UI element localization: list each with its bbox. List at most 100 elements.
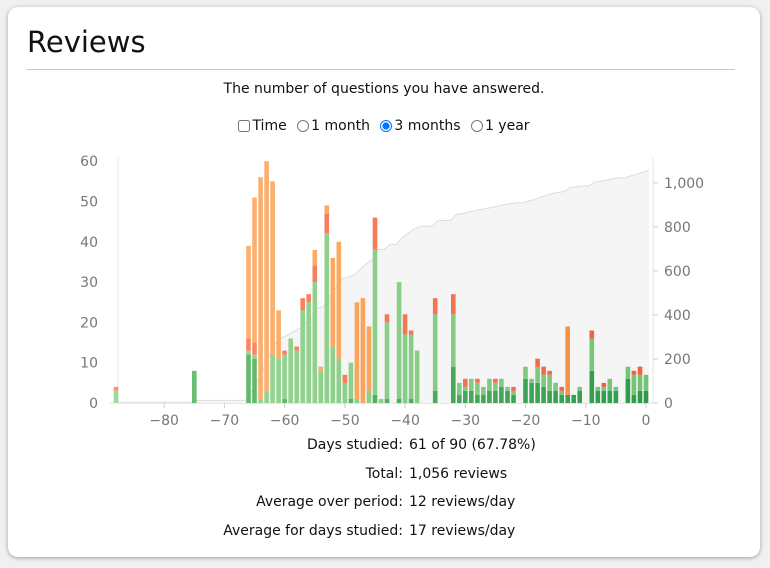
bar-relearn bbox=[384, 314, 390, 323]
bar-young bbox=[342, 382, 348, 403]
bar-mature bbox=[493, 390, 498, 403]
x-tick-label: 0 bbox=[642, 413, 651, 429]
range-radio[interactable] bbox=[380, 120, 393, 132]
range-label: 1 year bbox=[484, 118, 530, 134]
y-right-tick-label: 800 bbox=[664, 220, 691, 236]
time-checkbox[interactable] bbox=[238, 120, 251, 132]
bar-young bbox=[384, 322, 390, 399]
bar-young bbox=[294, 350, 299, 403]
bar-learn bbox=[324, 205, 330, 214]
bar-relearn bbox=[493, 378, 498, 383]
bar-young bbox=[463, 386, 468, 391]
bar-young bbox=[282, 354, 287, 399]
bar-young bbox=[336, 358, 342, 403]
bar-young bbox=[487, 378, 492, 391]
bar-young bbox=[469, 378, 474, 391]
bar-mature bbox=[372, 394, 378, 403]
bar-relearn bbox=[408, 330, 414, 335]
bar-young bbox=[372, 249, 378, 395]
bar-relearn bbox=[246, 338, 251, 351]
bar-relearn bbox=[300, 298, 305, 311]
range-radio[interactable] bbox=[470, 120, 483, 132]
bar-mature bbox=[523, 378, 528, 403]
x-tick-label: −10 bbox=[571, 413, 601, 429]
bar-young bbox=[246, 350, 251, 355]
bar-young bbox=[577, 386, 582, 391]
bar-young bbox=[493, 382, 498, 391]
bar-mature bbox=[505, 390, 510, 403]
bar-mature bbox=[625, 378, 631, 403]
stat-label: Average over period: bbox=[256, 494, 403, 510]
bar-young bbox=[324, 233, 330, 403]
bar-relearn bbox=[637, 366, 643, 375]
bar-young bbox=[625, 366, 631, 379]
bar-mature bbox=[535, 382, 540, 403]
bar-learn bbox=[276, 310, 281, 359]
x-tick-label: −40 bbox=[390, 413, 420, 429]
range-3-months[interactable]: 3 months bbox=[380, 118, 461, 134]
bar-relearn bbox=[402, 314, 408, 335]
bar-relearn bbox=[541, 366, 546, 375]
bar-relearn bbox=[282, 350, 287, 355]
bar-mature bbox=[246, 354, 251, 403]
bar-mature bbox=[463, 390, 468, 403]
bar-young bbox=[258, 399, 263, 403]
bar-learn bbox=[336, 241, 342, 359]
bar-mature bbox=[547, 390, 552, 403]
bar-young bbox=[252, 354, 257, 359]
bar-relearn bbox=[113, 386, 119, 391]
y-left-tick-label: 50 bbox=[80, 195, 98, 211]
bar-mature bbox=[432, 390, 438, 403]
bar-young bbox=[475, 382, 480, 395]
bar-relearn bbox=[306, 294, 311, 303]
bar-relearn bbox=[432, 298, 438, 315]
bar-young bbox=[457, 382, 462, 395]
y-right-tick-label: 400 bbox=[664, 308, 691, 324]
bar-relearn bbox=[547, 370, 552, 375]
chart-subtitle: The number of questions you have answere… bbox=[223, 81, 545, 97]
bar-mature bbox=[487, 390, 492, 403]
time-toggle[interactable]: Time bbox=[238, 118, 287, 134]
bar-mature bbox=[348, 399, 354, 403]
bar-mature bbox=[553, 390, 558, 403]
range-radio[interactable] bbox=[297, 120, 310, 132]
range-1-year[interactable]: 1 year bbox=[470, 118, 530, 134]
range-label: 1 month bbox=[311, 118, 370, 134]
y-left-tick-label: 60 bbox=[80, 154, 98, 170]
bar-mature bbox=[192, 370, 197, 403]
bar-mature bbox=[589, 370, 595, 403]
bar-young bbox=[559, 390, 564, 395]
title-divider bbox=[27, 69, 735, 70]
bar-relearn bbox=[511, 386, 516, 391]
y-left-tick-label: 40 bbox=[80, 235, 98, 251]
stat-row: Average for days studied: 17 reviews/day bbox=[8, 523, 760, 552]
bar-mature bbox=[529, 382, 534, 403]
bar-relearn bbox=[601, 382, 607, 387]
bar-young bbox=[451, 314, 456, 367]
bar-young bbox=[505, 386, 510, 391]
bar-learn bbox=[354, 302, 360, 399]
bar-relearn bbox=[372, 217, 378, 250]
bar-relearn bbox=[559, 386, 564, 391]
bar-young bbox=[378, 399, 384, 403]
bar-young bbox=[276, 358, 281, 403]
bar-young bbox=[643, 374, 649, 391]
y-left-tick-label: 20 bbox=[80, 315, 98, 331]
stats-table: Days studied: 61 of 90 (67.78%) Total: 1,0… bbox=[8, 437, 760, 551]
bar-mature bbox=[631, 394, 637, 403]
y-right-tick-label: 0 bbox=[664, 396, 673, 412]
bar-mature bbox=[565, 394, 570, 403]
bar-young bbox=[288, 338, 293, 403]
range-1-month[interactable]: 1 month bbox=[297, 118, 370, 134]
bar-young bbox=[354, 399, 360, 403]
bar-relearn bbox=[463, 378, 468, 387]
stat-value: 17 reviews/day bbox=[409, 522, 516, 539]
bar-mature bbox=[601, 390, 607, 403]
bar-mature bbox=[469, 390, 474, 403]
bar-learn bbox=[270, 181, 275, 355]
cumulative-line bbox=[110, 170, 650, 404]
stat-value: 12 reviews/day bbox=[409, 494, 516, 510]
stat-label: Average for days studied: bbox=[223, 522, 403, 539]
bar-young bbox=[553, 382, 558, 391]
bar-young bbox=[529, 378, 534, 383]
